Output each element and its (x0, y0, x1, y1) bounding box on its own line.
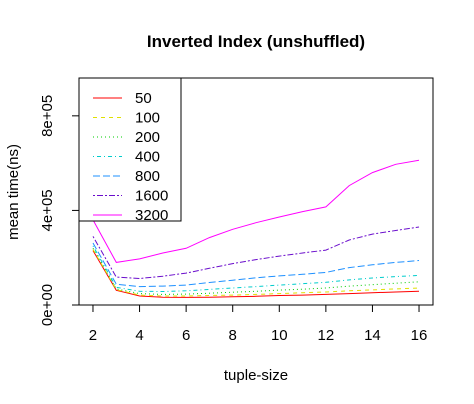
y-tick-label: 8e+05 (39, 95, 56, 137)
series-line-1600 (92, 226, 420, 280)
legend: 50 100 200 400 800 1600 3200 (78, 77, 182, 224)
legend-label-200: 200 (135, 129, 160, 146)
chart-title: Inverted Index (unshuffled) (147, 32, 365, 51)
x-axis: 2 4 6 8 10 12 14 16 (89, 304, 428, 344)
series-line-800 (92, 242, 420, 288)
legend-label-100: 100 (135, 110, 160, 127)
x-axis-label: tuple-size (224, 367, 288, 384)
y-tick-label: 4e+05 (39, 189, 56, 231)
legend-label-1600: 1600 (135, 188, 168, 205)
series-line-50 (92, 250, 420, 298)
legend-label-800: 800 (135, 168, 160, 185)
y-axis-label: mean time(ns) (5, 144, 22, 240)
x-tick-label: 14 (364, 327, 381, 344)
series-line-3200 (92, 159, 420, 263)
x-tick-label: 6 (182, 327, 190, 344)
series-line-100 (92, 249, 420, 297)
series-line-200 (92, 248, 420, 295)
y-axis: 0e+00 4e+05 8e+05 (39, 95, 80, 326)
legend-label-400: 400 (135, 149, 160, 166)
x-tick-label: 16 (411, 327, 428, 344)
y-tick-label: 0e+00 (39, 284, 56, 326)
series-line-400 (92, 245, 420, 293)
legend-label-50: 50 (135, 90, 152, 107)
x-tick-label: 4 (135, 327, 143, 344)
x-tick-label: 2 (89, 327, 97, 344)
x-tick-label: 8 (229, 327, 237, 344)
x-tick-label: 10 (271, 327, 288, 344)
series-layer (92, 159, 420, 298)
legend-label-3200: 3200 (135, 207, 168, 224)
legend-box (78, 77, 182, 222)
x-tick-label: 12 (318, 327, 335, 344)
